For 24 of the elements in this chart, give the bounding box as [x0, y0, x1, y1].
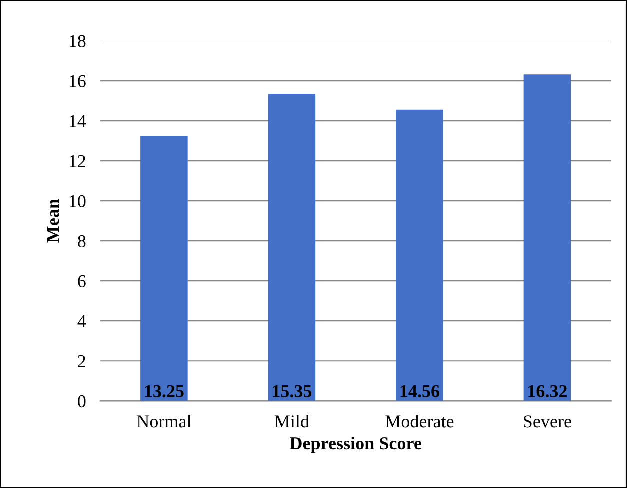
data-label: 15.35	[273, 385, 312, 398]
x-tick-label: Normal	[137, 415, 192, 428]
x-axis-title: Depression Score	[290, 436, 422, 454]
y-tick-label: 8	[78, 235, 86, 248]
data-label: 14.56	[400, 385, 440, 398]
bar	[396, 110, 444, 402]
y-tick-label: 12	[70, 155, 86, 168]
bar	[524, 74, 572, 402]
data-label: 13.25	[145, 385, 184, 398]
x-tick-label: Mild	[274, 415, 310, 428]
y-tick-label: 0	[78, 395, 86, 408]
x-tick-label: Severe	[524, 416, 572, 428]
y-tick-label: 18	[70, 35, 86, 48]
y-tick-label: 2	[78, 355, 86, 368]
y-tick-label: 16	[70, 75, 86, 88]
y-tick-label: 14	[70, 115, 86, 128]
y-tick-label: 4	[78, 315, 86, 328]
bar	[140, 136, 188, 402]
bar	[268, 94, 316, 402]
y-tick-label: 10	[70, 195, 86, 208]
y-tick-label: 6	[78, 275, 86, 288]
data-label: 16.32	[528, 385, 567, 398]
y-axis-title: Mean	[47, 199, 60, 243]
x-tick-label: Moderate	[386, 415, 454, 428]
